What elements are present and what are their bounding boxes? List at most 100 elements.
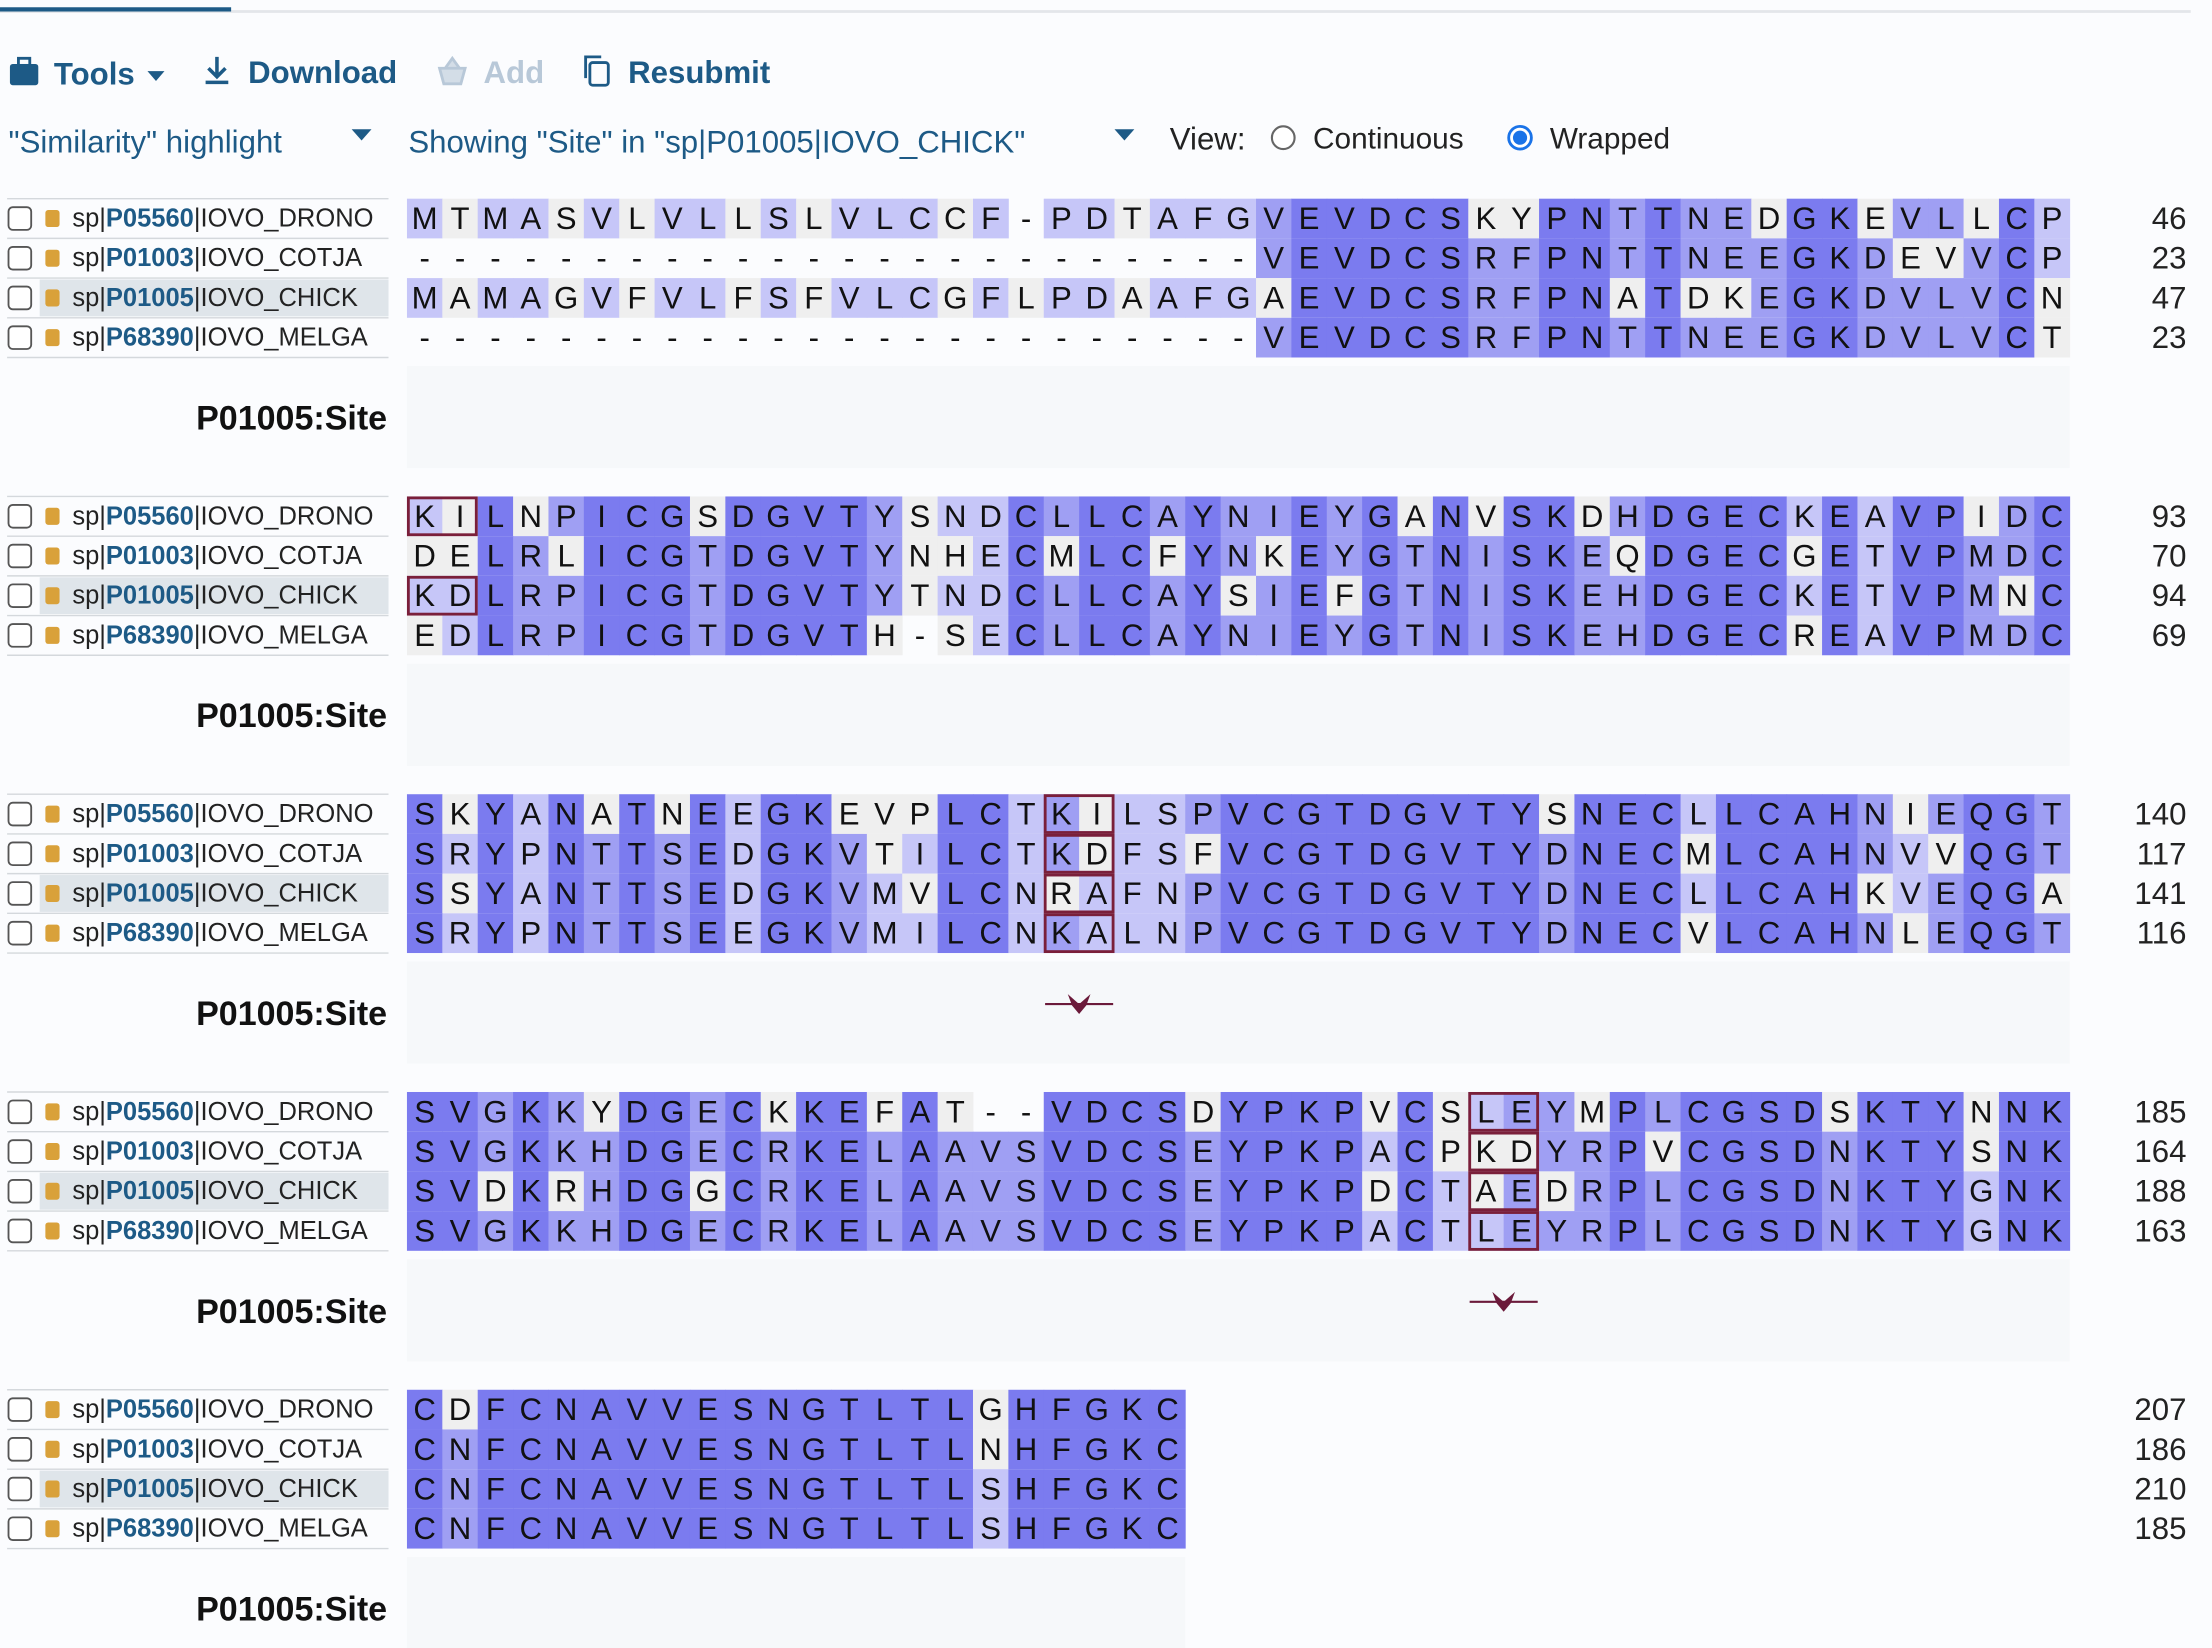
residue-cell <box>477 575 514 616</box>
accession-link[interactable]: P05560 <box>106 205 194 233</box>
residue-cell <box>548 278 585 318</box>
accession-link[interactable]: P68390 <box>106 324 194 352</box>
accession-link[interactable]: P01005 <box>106 284 194 312</box>
tools-button[interactable]: Tools <box>9 56 165 91</box>
accession-link[interactable]: P01003 <box>106 244 194 272</box>
sequence-row: sp|P05560|IOVO_DRONO MTMASVLVLLSLVLCCF-PD… <box>7 197 2186 239</box>
residue-cell <box>1963 1211 2000 1251</box>
entry-icon <box>45 805 60 823</box>
row-checkbox[interactable] <box>7 583 33 608</box>
accession-link[interactable]: P01003 <box>106 1435 194 1463</box>
residue-cell <box>1751 833 1788 874</box>
residue-cell <box>1963 1091 2000 1132</box>
showing-dropdown[interactable]: Showing "Site" in "sp|P01005|IOVO_CHICK" <box>408 124 1135 159</box>
accession-link[interactable]: P05560 <box>106 1098 194 1126</box>
row-checkbox[interactable] <box>7 1437 33 1462</box>
residue-cell <box>1362 1171 1398 1212</box>
download-button[interactable]: Download <box>205 55 398 90</box>
residue-cell <box>548 794 585 834</box>
residue-cell <box>1114 1508 1151 1549</box>
residue-cell <box>406 278 443 318</box>
row-highlight <box>39 577 389 615</box>
residue-cell <box>1043 278 1080 318</box>
residue-cell <box>1043 1131 1080 1172</box>
resubmit-button[interactable]: Resubmit <box>584 55 771 90</box>
residue-cell <box>1008 496 1045 537</box>
residue-cell <box>902 198 939 239</box>
row-checkbox[interactable] <box>7 504 33 529</box>
residue-cell <box>583 833 620 874</box>
accession-link[interactable]: P68390 <box>106 919 194 947</box>
accession-link[interactable]: P01005 <box>106 1177 194 1205</box>
row-checkbox[interactable] <box>7 325 33 350</box>
residue-cell <box>477 1389 514 1430</box>
residue-cell <box>1928 278 1965 318</box>
residue-cell <box>1114 278 1151 318</box>
residue-cell <box>1786 536 1823 576</box>
residue-cell <box>1539 278 1575 318</box>
residue-cell <box>1715 278 1752 318</box>
residue-cell <box>1715 913 1752 954</box>
entry-icon <box>45 1440 60 1458</box>
row-checkbox[interactable] <box>7 1099 33 1125</box>
residue-cell <box>1574 317 1611 358</box>
residues: SKYANATNEEGKEVPLCTKILSPVCGTDGVTYSNECLLCA… <box>414 797 2061 832</box>
residue-cell <box>513 1429 549 1470</box>
accession-link[interactable]: P01003 <box>106 840 194 868</box>
row-checkbox[interactable] <box>7 1178 33 1204</box>
highlight-dropdown[interactable]: "Similarity" highlight <box>9 124 372 159</box>
row-checkbox[interactable] <box>7 543 33 569</box>
accession-link[interactable]: P01005 <box>106 582 194 610</box>
sequence-name: sp|P01003|IOVO_COTJA <box>72 840 362 868</box>
accession-link[interactable]: P01005 <box>106 879 194 907</box>
residue-cell <box>1928 238 1965 279</box>
row-checkbox[interactable] <box>7 1139 33 1164</box>
accession-link[interactable]: P68390 <box>106 1217 194 1245</box>
view-radio[interactable]: Wrapped <box>1507 123 1670 156</box>
residue-cell <box>442 496 479 537</box>
accession-link[interactable]: P05560 <box>106 800 194 828</box>
accession-link[interactable]: P01003 <box>106 542 194 570</box>
residue-cell <box>1503 615 1540 656</box>
entry-name: |IOVO_MELGA <box>194 621 368 649</box>
accession-link[interactable]: P01003 <box>106 1138 194 1166</box>
row-checkbox[interactable] <box>7 1397 33 1422</box>
row-checkbox[interactable] <box>7 623 33 648</box>
residue-cell <box>689 1389 726 1430</box>
site-box <box>1468 1131 1540 1172</box>
row-checkbox[interactable] <box>7 881 33 906</box>
residue-cell <box>619 1211 656 1251</box>
residue-cell <box>1291 833 1328 874</box>
accession-link[interactable]: P05560 <box>106 502 194 530</box>
row-checkbox[interactable] <box>7 841 33 867</box>
residue-cell <box>1397 238 1434 279</box>
residue-cell <box>1786 278 1823 318</box>
accession-link[interactable]: P01005 <box>106 1475 194 1503</box>
residue-cell <box>1432 238 1469 279</box>
active-tab-indicator <box>0 7 232 12</box>
row-checkbox[interactable] <box>7 1476 33 1502</box>
accession-link[interactable]: P05560 <box>106 1396 194 1424</box>
row-checkbox[interactable] <box>7 285 33 311</box>
accession-link[interactable]: P68390 <box>106 621 194 649</box>
view-radio[interactable]: Continuous <box>1270 123 1464 156</box>
row-checkbox[interactable] <box>7 206 33 231</box>
residue-cell <box>442 1429 479 1470</box>
residue-cell <box>1645 278 1681 318</box>
residue-cell <box>548 536 585 576</box>
row-checkbox[interactable] <box>7 245 33 271</box>
showing-label: Showing "Site" in "sp|P01005|IOVO_CHICK" <box>408 124 1025 159</box>
entry-name: |IOVO_CHICK <box>194 1177 358 1205</box>
residue-cell <box>689 1508 726 1549</box>
accession-link[interactable]: P68390 <box>106 1515 194 1543</box>
end-position: 70 <box>2152 539 2187 574</box>
row-checkbox[interactable] <box>7 1516 33 1541</box>
residue-cell <box>1468 794 1505 834</box>
residue-cell <box>1503 873 1540 914</box>
residue-cell <box>442 833 479 874</box>
site-box <box>1043 833 1115 874</box>
row-checkbox[interactable] <box>7 801 33 827</box>
residue-cell <box>2034 1211 2071 1251</box>
row-checkbox[interactable] <box>7 1218 33 1244</box>
row-checkbox[interactable] <box>7 920 33 946</box>
